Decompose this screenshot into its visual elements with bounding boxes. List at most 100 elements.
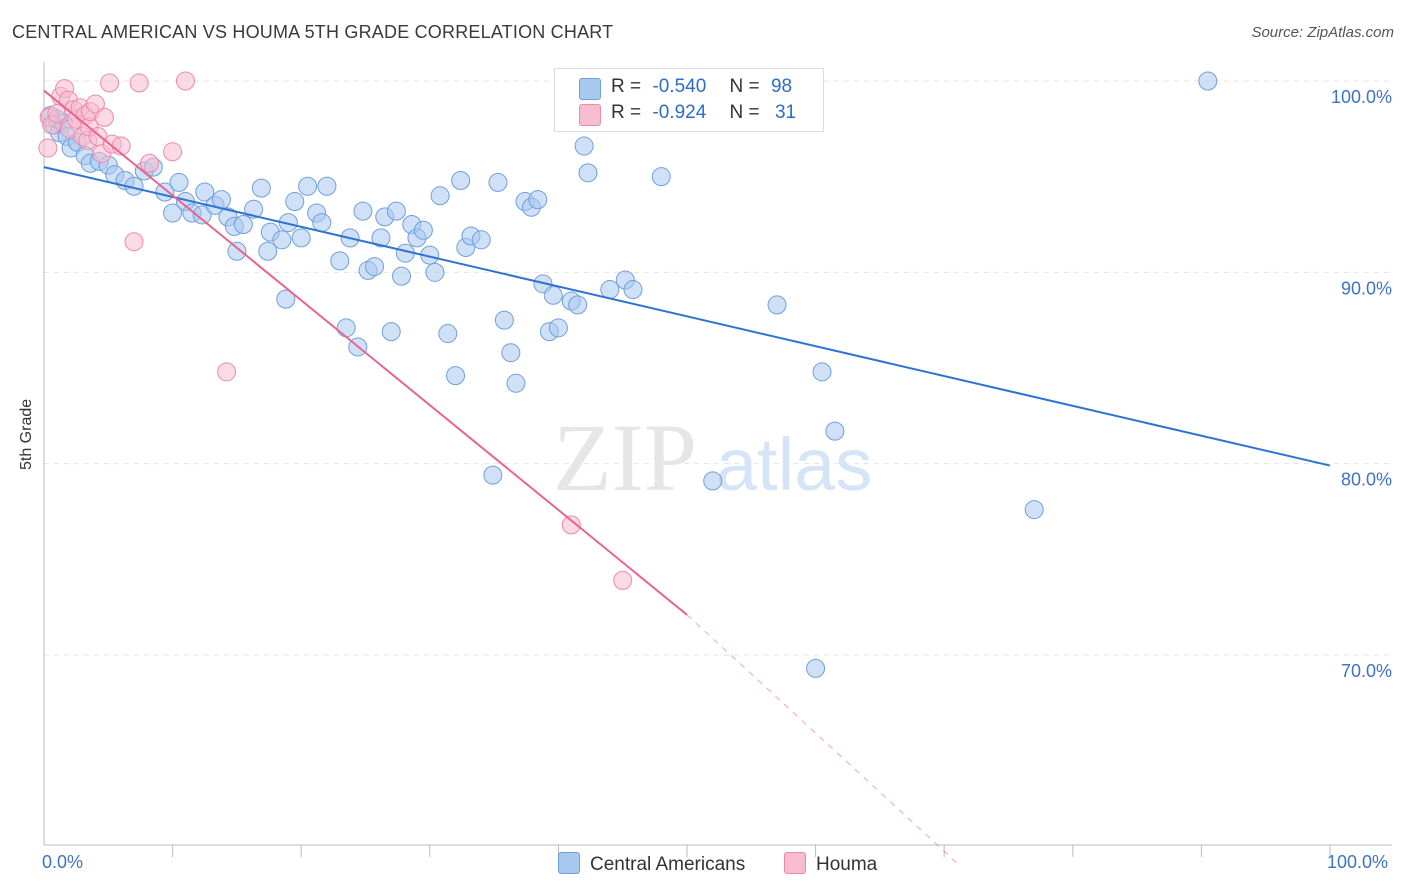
houma-point [163,142,183,162]
stats-legend: R = -0.540 N = 98 R = -0.924 N = 31 [554,68,824,132]
y-tick-label: 90.0% [1341,278,1392,298]
houma-r-label: R = [611,102,642,123]
houma-point [129,73,149,93]
central-point [543,285,563,305]
central-point [371,228,391,248]
central-point [623,280,643,300]
trend-lines [43,89,1331,866]
houma-point [85,94,105,114]
central-point [825,421,845,441]
central-point [425,262,445,282]
houma-point [139,153,159,173]
central-point [195,182,215,202]
central-n-label: N = [729,76,760,97]
central-point [446,366,466,386]
y-tick-label: 70.0% [1341,661,1392,681]
central-point [483,465,503,485]
houma-point [38,138,58,158]
bottom-legend-houma: Houma [784,852,877,876]
central-point [506,373,526,393]
central-point [413,220,433,240]
central-point [312,213,332,233]
zipatlas-watermark: ZIP atlas [553,404,872,511]
central-point [651,167,671,187]
central-point [233,215,253,234]
central-point [528,190,548,210]
watermark-atlas: atlas [716,423,872,506]
central-trend-line [43,166,1331,467]
houma-points [38,71,633,590]
bottom-central-swatch [558,852,580,874]
central-point [430,186,450,206]
central-point [501,343,521,363]
central-point [291,228,311,248]
central-point [451,170,471,190]
houma-n-label: N = [729,102,760,123]
central-point [298,176,318,196]
central-point [317,176,337,196]
central-point [272,230,292,250]
bottom-houma-label: Houma [816,854,878,875]
houma-point [175,71,195,91]
houma-n-value: 31 [774,102,797,123]
central-point [438,324,458,344]
central-point [1198,71,1218,91]
central-point [488,172,508,192]
central-point [336,318,356,338]
central-r-label: R = [611,76,642,97]
central-point [703,471,723,491]
central-point [276,289,296,309]
houma-swatch [579,104,601,126]
bottom-central-label: Central Americans [590,854,746,875]
central-point [392,266,412,286]
central-point [386,201,406,221]
houma-point [94,107,114,127]
x-tick-label-min: 0.0% [42,852,84,872]
central-point [381,322,401,342]
houma-point [124,232,144,252]
central-point [285,192,305,212]
central-n-value: 98 [770,76,793,97]
houma-point [613,570,633,590]
houma-point [100,73,120,93]
y-tick-label: 100.0% [1331,87,1392,107]
gridlines [44,80,1392,656]
bottom-houma-swatch [784,852,806,874]
houma-r-value: -0.924 [652,102,707,123]
central-point [548,318,568,338]
central-point [169,172,189,192]
houma-point [561,515,581,535]
central-point [574,136,594,156]
source-note: Source: ZipAtlas.com [1251,24,1394,41]
y-axis-label: 5th Grade [18,398,35,470]
central-point [494,310,514,330]
central-swatch [579,78,601,100]
central-point [192,205,212,225]
central-point [251,178,271,198]
x-tick-label-max: 100.0% [1327,852,1389,872]
central-point [471,230,491,250]
y-tick-label: 80.0% [1341,470,1392,490]
central-r-value: -0.540 [652,76,707,97]
houma-trend-extension [686,614,960,866]
central-point [163,203,183,223]
chart-title: CENTRAL AMERICAN VS HOUMA 5TH GRADE CORR… [12,22,614,42]
houma-point [217,362,237,382]
central-point [365,257,385,277]
y-tick-labels: 100.0% 90.0% 80.0% 70.0% [1331,87,1392,681]
central-point [767,295,787,315]
central-point [806,658,826,678]
central-point [600,280,620,300]
bottom-legend-central: Central Americans [558,852,745,876]
central-point [330,251,350,271]
central-point [1024,500,1044,520]
central-point [353,201,373,221]
central-point [258,241,278,261]
central-point [568,295,588,315]
watermark-zip: ZIP [553,404,697,511]
central-point [578,163,598,183]
houma-trend-line [43,89,688,616]
central-point [227,241,247,261]
central-point [812,362,832,382]
